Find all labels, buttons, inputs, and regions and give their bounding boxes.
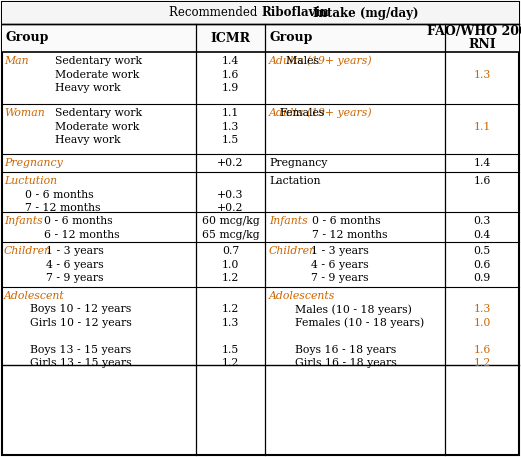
Text: Boys 10 - 12 years: Boys 10 - 12 years: [30, 304, 131, 314]
Text: 0 - 6 months: 0 - 6 months: [312, 216, 381, 226]
Text: ICMR: ICMR: [210, 32, 251, 44]
Text: 0 - 6 months: 0 - 6 months: [4, 190, 94, 200]
Text: 1.3: 1.3: [222, 122, 239, 132]
Text: Females (10 - 18 years): Females (10 - 18 years): [295, 318, 424, 328]
Text: 0.9: 0.9: [474, 273, 491, 283]
Text: Riboflavin: Riboflavin: [261, 6, 329, 20]
Text: +0.3: +0.3: [217, 190, 244, 200]
Text: 1 - 3 years: 1 - 3 years: [46, 246, 104, 256]
Text: 4 - 6 years: 4 - 6 years: [46, 260, 104, 270]
Text: Heavy work: Heavy work: [55, 83, 121, 93]
Text: Moderate work: Moderate work: [55, 69, 140, 80]
Bar: [2, 24, 519, 52]
Text: 0.5: 0.5: [474, 246, 491, 256]
Text: Girls 10 - 12 years: Girls 10 - 12 years: [30, 318, 132, 328]
Text: 1.2: 1.2: [473, 358, 491, 368]
Text: Adolescent: Adolescent: [4, 291, 65, 301]
Text: 1.2: 1.2: [222, 358, 239, 368]
Text: Heavy work: Heavy work: [55, 135, 121, 145]
Text: Group: Group: [6, 32, 49, 44]
Text: Intake (mg/day): Intake (mg/day): [313, 6, 418, 20]
Text: 1.1: 1.1: [222, 108, 239, 118]
Text: Males: Males: [279, 56, 319, 66]
Text: Pregnancy: Pregnancy: [4, 158, 63, 168]
Text: 7 - 12 months: 7 - 12 months: [312, 229, 388, 239]
Text: Recommended: Recommended: [169, 6, 261, 20]
Text: Adults (19+ years): Adults (19+ years): [269, 108, 373, 118]
Text: 1.3: 1.3: [222, 318, 239, 328]
Text: 7 - 12 months: 7 - 12 months: [4, 203, 101, 213]
Text: 1 - 3 years: 1 - 3 years: [311, 246, 369, 256]
Text: Infants: Infants: [269, 216, 308, 226]
Text: Boys 13 - 15 years: Boys 13 - 15 years: [30, 345, 131, 355]
Text: 1.5: 1.5: [222, 345, 239, 355]
Text: Pregnancy: Pregnancy: [269, 158, 327, 168]
Text: 1.6: 1.6: [473, 345, 491, 355]
Text: Infants: Infants: [4, 216, 43, 226]
Text: Males (10 - 18 years): Males (10 - 18 years): [295, 304, 412, 315]
Text: 7 - 9 years: 7 - 9 years: [46, 273, 104, 283]
Text: 0.3: 0.3: [473, 216, 491, 226]
Text: Man: Man: [4, 56, 29, 66]
Text: 1.6: 1.6: [473, 176, 491, 186]
Text: 7 - 9 years: 7 - 9 years: [311, 273, 368, 283]
Text: Boys 16 - 18 years: Boys 16 - 18 years: [295, 345, 396, 355]
Text: Moderate work: Moderate work: [55, 122, 140, 132]
Text: 1.3: 1.3: [473, 69, 491, 80]
Text: 0.6: 0.6: [473, 260, 491, 270]
Text: 1.4: 1.4: [222, 56, 239, 66]
Text: 1.0: 1.0: [473, 318, 491, 328]
Text: Adolescents: Adolescents: [269, 291, 336, 301]
Text: FAO/WHO 2004: FAO/WHO 2004: [427, 26, 521, 38]
Text: Girls 16 - 18 years: Girls 16 - 18 years: [295, 358, 397, 368]
Text: RNI: RNI: [468, 37, 496, 51]
Text: Children: Children: [269, 246, 317, 256]
Text: Sedentary work: Sedentary work: [55, 56, 142, 66]
Text: 0.7: 0.7: [222, 246, 239, 256]
Text: 1.1: 1.1: [473, 122, 491, 132]
Text: Group: Group: [270, 32, 313, 44]
Text: Adults (19+ years): Adults (19+ years): [269, 56, 373, 66]
Bar: [2, 2, 519, 24]
Text: 1.6: 1.6: [222, 69, 239, 80]
Text: 65 mcg/kg: 65 mcg/kg: [202, 229, 259, 239]
Text: 1.9: 1.9: [222, 83, 239, 93]
Text: 0 - 6 months: 0 - 6 months: [44, 216, 113, 226]
Text: 4 - 6 years: 4 - 6 years: [311, 260, 369, 270]
Text: 60 mcg/kg: 60 mcg/kg: [202, 216, 259, 226]
Text: Lactation: Lactation: [269, 176, 320, 186]
Text: 1.3: 1.3: [473, 304, 491, 314]
Text: Luctution: Luctution: [4, 176, 57, 186]
Text: Females: Females: [279, 108, 325, 118]
Text: +0.2: +0.2: [217, 158, 244, 168]
Text: +0.2: +0.2: [217, 203, 244, 213]
Text: 1.2: 1.2: [222, 273, 239, 283]
Text: 1.5: 1.5: [222, 135, 239, 145]
Text: 0.4: 0.4: [474, 229, 491, 239]
Text: Children: Children: [4, 246, 52, 256]
Text: Sedentary work: Sedentary work: [55, 108, 142, 118]
Text: 1.2: 1.2: [222, 304, 239, 314]
Text: Woman: Woman: [4, 108, 45, 118]
Text: 6 - 12 months: 6 - 12 months: [44, 229, 120, 239]
Text: Girls 13 - 15 years: Girls 13 - 15 years: [30, 358, 132, 368]
Text: 1.0: 1.0: [222, 260, 239, 270]
Text: 1.4: 1.4: [474, 158, 491, 168]
